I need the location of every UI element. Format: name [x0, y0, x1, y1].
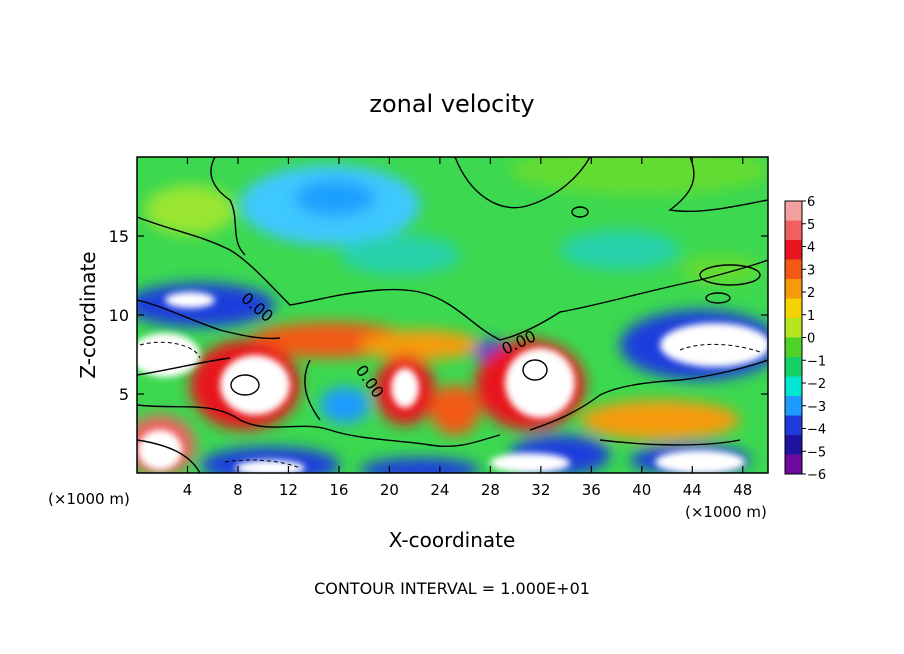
- colorbar-tick-label: 2: [807, 286, 815, 301]
- x-tick-label: 40: [632, 481, 651, 499]
- colorbar-tick-label: 3: [807, 263, 815, 278]
- x-axis-ticks: 4 8 12 16 20 24 28 32 36 40 44 48: [183, 157, 752, 499]
- colorbar-tick-label: 6: [807, 195, 815, 210]
- colorbar-tick-label: 1: [807, 309, 815, 324]
- colorbar-swatch: [785, 415, 802, 436]
- x-units-right: (×1000 m): [685, 503, 767, 521]
- heatmap-field: 0.00 0.00 0.00: [137, 157, 768, 473]
- colorbar-swatch: [785, 318, 802, 338]
- colorbar-swatch: [785, 220, 802, 241]
- x-tick-label: 32: [531, 481, 550, 499]
- colorbar-tick-label: −4: [807, 423, 826, 438]
- footnote: CONTOUR INTERVAL = 1.000E+01: [314, 579, 590, 598]
- colorbar-swatch: [785, 337, 802, 358]
- colorbar-swatch: [785, 259, 802, 280]
- x-tick-label: 12: [279, 481, 298, 499]
- colorbar-swatch: [785, 454, 802, 475]
- colorbar-swatch: [785, 201, 802, 221]
- y-axis-label: Z-coordinate: [76, 251, 100, 378]
- x-tick-label: 44: [683, 481, 702, 499]
- colorbar-tick-label: −1: [807, 354, 826, 369]
- y-tick-label: 15: [109, 227, 129, 246]
- colorbar-tick-label: 0: [807, 332, 815, 347]
- colorbar-swatch: [785, 357, 802, 377]
- colorbar-tick-label: −3: [807, 400, 826, 415]
- x-tick-label: 48: [733, 481, 752, 499]
- colorbar: 6 5 4 3 2 1 0 −1 −2 −3 −4 −5 −6: [784, 195, 826, 483]
- x-tick-label: 24: [430, 481, 449, 499]
- x-tick-label: 20: [380, 481, 399, 499]
- x-tick-label: 28: [481, 481, 500, 499]
- colorbar-swatch: [785, 435, 802, 455]
- x-tick-label: 8: [233, 481, 243, 499]
- y-tick-label: 5: [119, 385, 129, 404]
- y-axis-ticks: 5 10 15: [109, 227, 768, 404]
- x-tick-label: 16: [329, 481, 348, 499]
- x-tick-label: 4: [183, 481, 193, 499]
- colorbar-swatch: [785, 240, 802, 260]
- colorbar-tick-label: −2: [807, 377, 826, 392]
- colorbar-swatch: [785, 298, 802, 319]
- y-tick-label: 10: [109, 306, 129, 325]
- colorbar-swatch: [785, 279, 802, 299]
- colorbar-swatch: [785, 396, 802, 416]
- colorbar-tick-label: −6: [807, 468, 826, 483]
- colorbar-tick-label: −5: [807, 445, 826, 460]
- colorbar-tick-label: 5: [807, 218, 815, 233]
- x-tick-label: 36: [582, 481, 601, 499]
- chart-title: zonal velocity: [369, 90, 534, 118]
- colorbar-tick-label: 4: [807, 241, 815, 256]
- x-units-left: (×1000 m): [48, 490, 130, 508]
- colorbar-swatch: [785, 376, 802, 397]
- x-axis-label: X-coordinate: [389, 528, 516, 552]
